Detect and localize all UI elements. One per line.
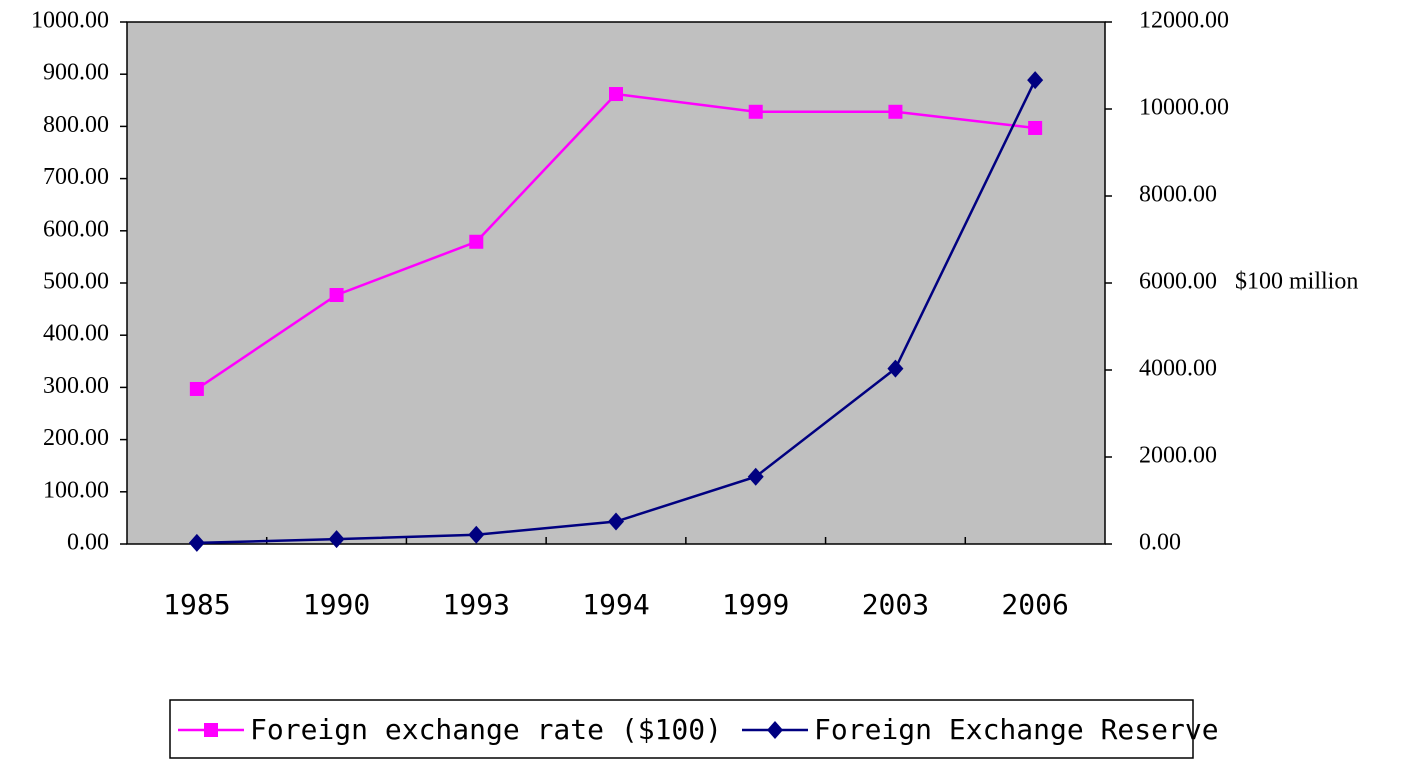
y2-tick-label: 4000.00 (1139, 356, 1217, 382)
data-point (608, 512, 624, 531)
y-tick-label: 200.00 (43, 425, 109, 451)
x-tick-label: 2003 (862, 588, 929, 621)
data-point (329, 288, 344, 303)
data-point (609, 87, 623, 102)
y-tick-label: 400.00 (43, 321, 109, 347)
y-tick-label: 600.00 (43, 216, 109, 242)
legend-label: Foreign Exchange Reserve (814, 713, 1219, 746)
y2-tick-label: 8000.00 (1139, 182, 1217, 208)
data-point (188, 533, 205, 552)
data-point (1028, 120, 1043, 135)
data-point (189, 381, 204, 396)
y-tick-label: 800.00 (43, 112, 109, 138)
data-point (887, 359, 904, 378)
data-point (1027, 71, 1044, 90)
y-tick-label: 500.00 (43, 269, 109, 295)
data-point (328, 530, 345, 549)
y-tick-label: 700.00 (43, 164, 109, 190)
y-tick-label: 1000.00 (31, 8, 109, 34)
plot-area (126, 21, 1106, 545)
data-point (888, 104, 903, 119)
x-tick-label: 1993 (443, 588, 510, 621)
x-tick-label: 1985 (163, 588, 230, 621)
legend-marker (767, 721, 783, 739)
x-tick-label: 1994 (582, 588, 649, 621)
legend (169, 699, 1194, 759)
legend-marker (204, 723, 218, 737)
y-tick-label: 300.00 (43, 373, 109, 399)
data-point (468, 525, 485, 544)
y-tick-label: 900.00 (43, 60, 109, 86)
y-tick-label: 0.00 (67, 530, 109, 556)
y2-tick-label: 0.00 (1139, 530, 1181, 556)
x-tick-label: 1990 (303, 588, 370, 621)
y2-tick-label: 6000.00 (1139, 269, 1217, 295)
y-tick-label: 100.00 (43, 477, 109, 503)
x-tick-label: 1999 (722, 588, 789, 621)
y2-tick-label: 2000.00 (1139, 443, 1217, 469)
y2-axis-label: $100 million (1235, 269, 1358, 295)
data-point (748, 104, 763, 119)
y2-tick-label: 10000.00 (1139, 95, 1229, 121)
legend-label: Foreign exchange rate ($100) (250, 713, 722, 746)
x-tick-label: 2006 (1001, 588, 1068, 621)
data-point (747, 467, 764, 486)
y2-tick-label: 12000.00 (1139, 8, 1229, 34)
data-point (469, 234, 484, 249)
